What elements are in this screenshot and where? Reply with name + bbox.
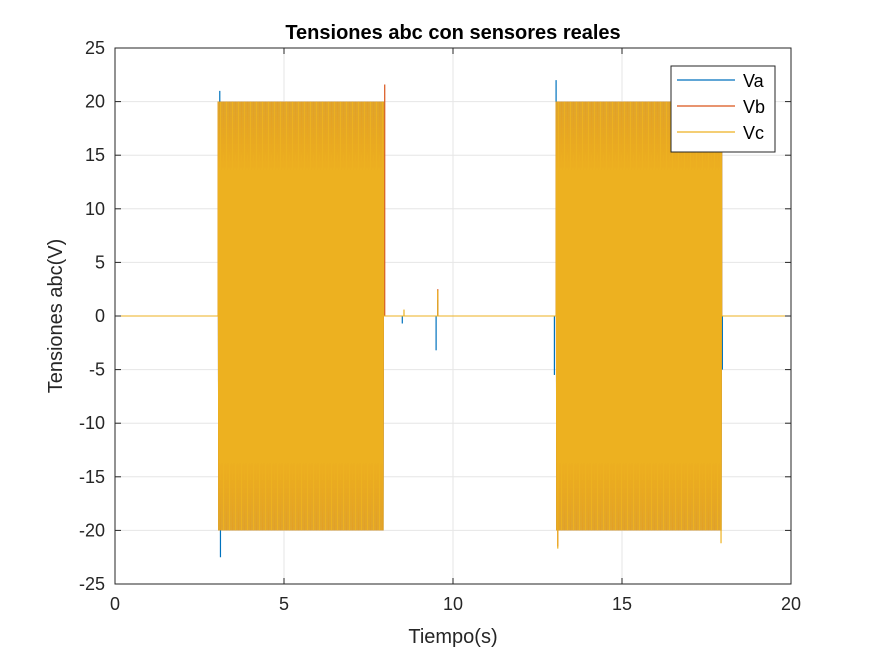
y-tick-label: 25 (85, 38, 105, 58)
y-tick-label: 20 (85, 92, 105, 112)
y-tick-label: -15 (79, 467, 105, 487)
y-tick-label: 0 (95, 306, 105, 326)
legend-label-va: Va (743, 71, 765, 91)
x-tick-label: 5 (279, 594, 289, 614)
x-tick-label: 15 (612, 594, 632, 614)
x-tick-label: 0 (110, 594, 120, 614)
y-tick-label: 10 (85, 199, 105, 219)
y-tick-label: 5 (95, 252, 105, 272)
y-tick-label: -20 (79, 520, 105, 540)
legend: Va Vb Vc (670, 65, 776, 153)
x-axis-label: Tiempo(s) (408, 626, 497, 648)
y-tick-label: 15 (85, 145, 105, 165)
y-tick-label: -5 (89, 360, 105, 380)
y-tick-label: -10 (79, 413, 105, 433)
legend-label-vc: Vc (743, 123, 764, 143)
legend-label-vb: Vb (743, 97, 765, 117)
series-line-vc (115, 101, 791, 531)
x-tick-label: 10 (443, 594, 463, 614)
data-series-group (115, 80, 791, 558)
y-tick-label: -25 (79, 574, 105, 594)
chart-title: Tensiones abc con sensores reales (285, 22, 620, 44)
series-vc (115, 101, 791, 549)
y-axis-label: Tensiones abc(V) (45, 239, 67, 394)
x-tick-label: 20 (781, 594, 801, 614)
